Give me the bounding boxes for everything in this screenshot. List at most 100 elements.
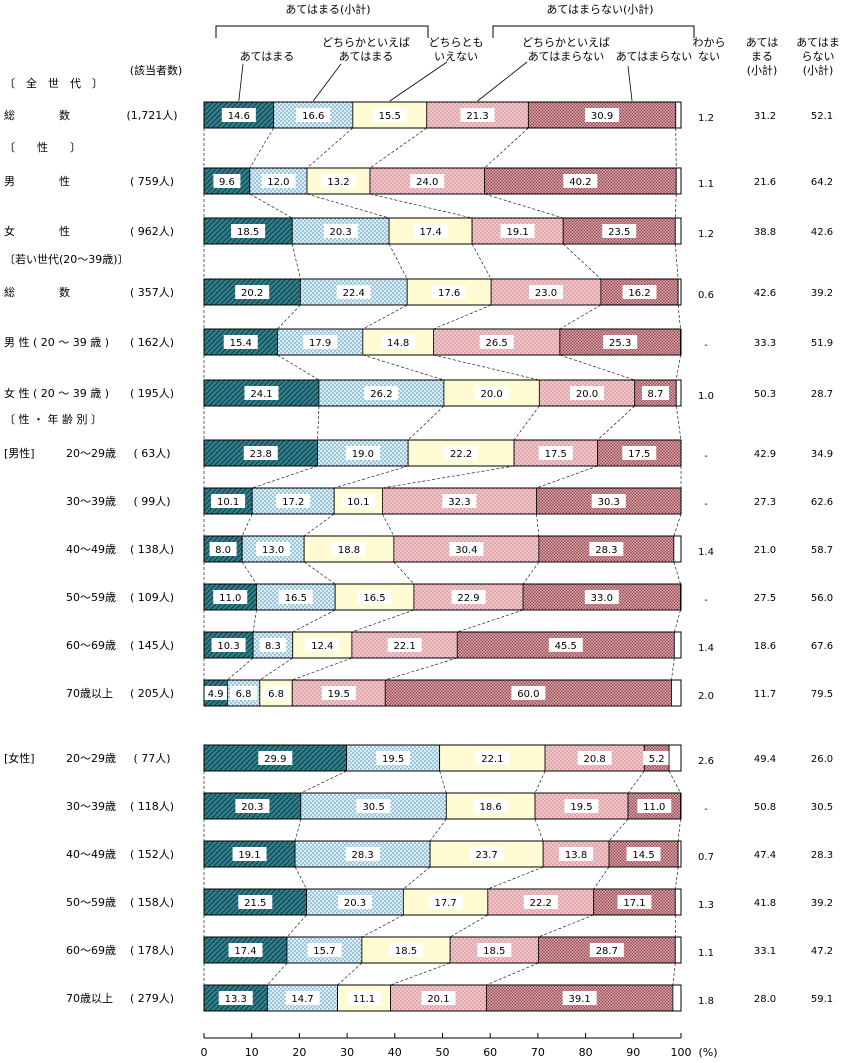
row-count: ( 759人) xyxy=(130,175,174,188)
row-label: 70歳以上 xyxy=(66,992,113,1005)
value-label-bg xyxy=(223,335,258,349)
connector-line xyxy=(671,657,675,681)
value-label: 10.3 xyxy=(217,641,239,652)
bar-frame xyxy=(203,167,682,195)
bar-frame xyxy=(203,101,682,129)
value-label: 30.3 xyxy=(598,497,620,508)
connector-line xyxy=(536,513,540,537)
row-label: 70歳以上 xyxy=(66,687,113,700)
row-label: 50～59歳 xyxy=(66,591,116,604)
value-label: 30.9 xyxy=(591,111,613,122)
bar-frame xyxy=(203,744,682,772)
value-label-bg xyxy=(617,895,652,909)
agree-subtotal: 21.6 xyxy=(754,177,776,188)
value-label-bg xyxy=(589,542,624,556)
value-label: 18.5 xyxy=(395,946,417,957)
connector-line xyxy=(675,354,681,381)
value-label-bg xyxy=(332,542,367,556)
value-label: 22.1 xyxy=(481,754,503,765)
value-label: 8.7 xyxy=(648,389,664,400)
row-count: ( 962人) xyxy=(130,225,174,238)
value-label: 26.2 xyxy=(370,389,392,400)
dk-value: 1.0 xyxy=(698,391,714,402)
value-label: 16.5 xyxy=(285,593,307,604)
value-label-bg xyxy=(209,542,237,556)
value-label-bg xyxy=(413,224,448,238)
bar-frame xyxy=(203,792,682,820)
disagree-subtotal: 56.0 xyxy=(811,593,833,604)
bar-frame xyxy=(203,984,682,1012)
dk-value: - xyxy=(704,340,708,351)
value-label-bg xyxy=(258,751,293,765)
bar-segment-dk xyxy=(672,984,682,1012)
dk-value: 1.4 xyxy=(698,643,714,654)
connector-line xyxy=(471,243,492,280)
connector-line xyxy=(486,962,539,986)
disagree-subtotal: 28.3 xyxy=(811,850,833,861)
agree-subtotal: 11.7 xyxy=(754,689,776,700)
value-label: 23.8 xyxy=(250,449,272,460)
value-label-bg xyxy=(548,638,583,652)
bar-frame xyxy=(203,278,682,306)
connector-line xyxy=(249,193,293,219)
connector-line xyxy=(429,818,447,842)
connector-line xyxy=(627,770,645,794)
disagree-subtotal: 67.6 xyxy=(811,641,833,652)
value-label: 17.1 xyxy=(623,898,645,909)
connector-line xyxy=(597,405,635,441)
value-label: 16.6 xyxy=(302,111,324,122)
connector-line xyxy=(286,914,307,938)
row-count: ( 63人) xyxy=(133,447,170,460)
connector-line xyxy=(351,609,414,633)
connector-line xyxy=(457,609,524,633)
bar-frame xyxy=(203,535,682,563)
value-label-bg xyxy=(563,174,598,188)
bar-segment xyxy=(439,744,546,772)
row-label: 20～29歳 xyxy=(66,447,116,460)
value-label: 5.2 xyxy=(649,754,665,765)
connector-line xyxy=(484,127,529,169)
bar-segment-dk xyxy=(673,535,682,563)
value-label-bg xyxy=(276,494,311,508)
bar-frame xyxy=(203,379,682,407)
value-label: 16.5 xyxy=(363,593,385,604)
legend-label: いえない xyxy=(434,50,478,63)
group-label: [女性] xyxy=(4,751,35,765)
value-label-bg xyxy=(469,847,504,861)
value-label-bg xyxy=(626,847,661,861)
connector-line xyxy=(393,561,415,585)
connector-line xyxy=(267,962,288,986)
side-header: あては xyxy=(746,36,779,49)
connector-line xyxy=(608,818,629,842)
side-header: らない xyxy=(802,50,835,63)
connector-line xyxy=(674,866,679,890)
value-label: 14.6 xyxy=(228,111,250,122)
bar-segment-dk xyxy=(674,888,682,916)
value-label-bg xyxy=(243,446,278,460)
value-label-bg xyxy=(305,638,340,652)
bar-frame xyxy=(203,936,682,964)
connector-line xyxy=(668,770,681,794)
value-label-bg xyxy=(589,943,624,957)
connector-line xyxy=(559,354,635,381)
connector-line xyxy=(259,657,293,681)
connector-line xyxy=(317,405,320,441)
value-label: 19.5 xyxy=(570,802,592,813)
connector-line xyxy=(303,561,336,585)
legend-pointer xyxy=(238,63,244,102)
x-tick-label: 10 xyxy=(245,1046,259,1059)
row-label: 20～29歳 xyxy=(66,752,116,765)
connector-line xyxy=(403,866,431,890)
value-label-bg xyxy=(230,686,258,700)
bracket-line xyxy=(215,25,429,38)
value-label: 16.2 xyxy=(628,288,650,299)
value-label-bg xyxy=(357,590,392,604)
value-label: 19.1 xyxy=(238,850,260,861)
group-label: [男性] xyxy=(4,446,35,460)
agree-subtotal: 38.8 xyxy=(754,227,776,238)
value-label: 20.2 xyxy=(241,288,263,299)
row-count: ( 178人) xyxy=(130,944,174,957)
value-label: 32.3 xyxy=(448,497,470,508)
x-tick-label: 40 xyxy=(388,1046,402,1059)
